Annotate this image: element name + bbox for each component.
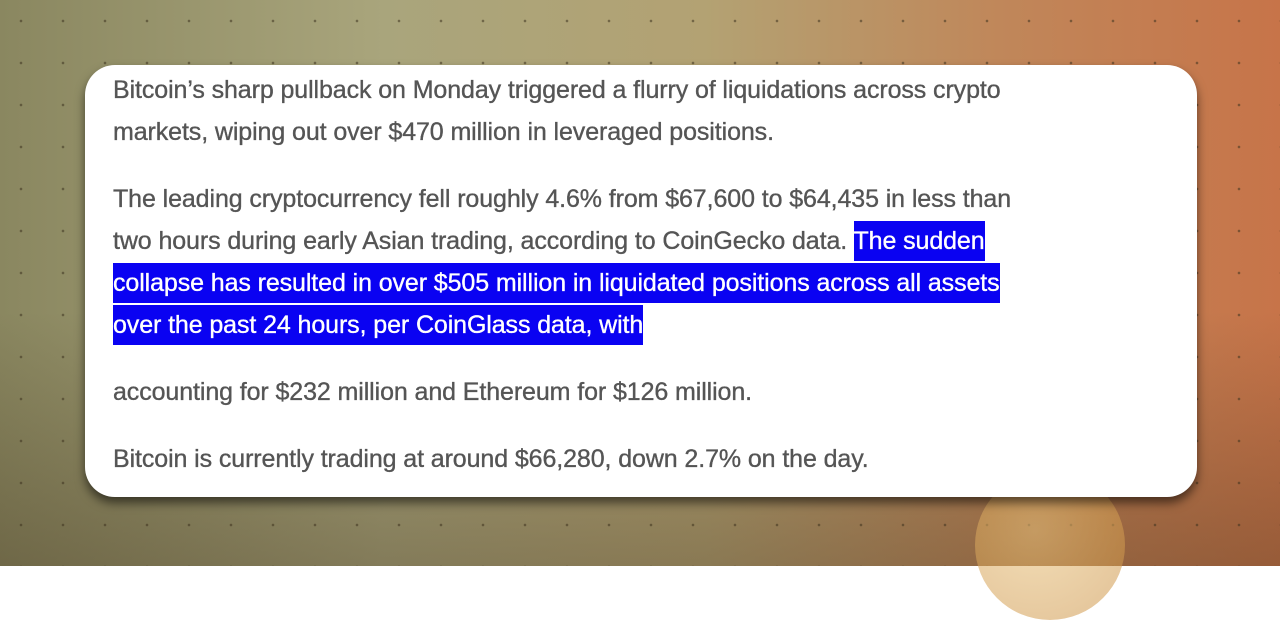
text-card: Bitcoin’s sharp pullback on Monday trigg…	[85, 65, 1197, 497]
paragraph: Bitcoin is currently trading at around $…	[113, 438, 1197, 480]
text-line: Bitcoin is currently trading at around $…	[113, 438, 1197, 480]
text-line: collapse has resulted in over $505 milli…	[113, 262, 1197, 304]
highlighted-text: The sudden	[853, 221, 985, 261]
paragraph: accounting for $232 million and Ethereum…	[113, 371, 1197, 413]
paragraph: Bitcoin’s sharp pullback on Monday trigg…	[113, 69, 1197, 153]
text: Bitcoin’s sharp pullback on Monday trigg…	[113, 76, 1001, 104]
text-line: Bitcoin’s sharp pullback on Monday trigg…	[113, 69, 1197, 111]
text: The leading cryptocurrency fell roughly …	[113, 185, 1011, 213]
text: accounting for $232 million and Ethereum…	[113, 378, 753, 406]
text: markets, wiping out over $470 million in…	[113, 118, 774, 146]
text: two hours during early Asian trading, ac…	[113, 227, 854, 255]
highlighted-text: over the past 24 hours, per CoinGlass da…	[113, 305, 643, 345]
paragraph: The leading cryptocurrency fell roughly …	[113, 178, 1197, 346]
text-line: markets, wiping out over $470 million in…	[113, 111, 1197, 153]
text-line: two hours during early Asian trading, ac…	[113, 220, 1197, 262]
text-line: The leading cryptocurrency fell roughly …	[113, 178, 1197, 220]
text: Bitcoin is currently trading at around $…	[113, 445, 869, 473]
text-line: over the past 24 hours, per CoinGlass da…	[113, 304, 1197, 346]
highlighted-text: collapse has resulted in over $505 milli…	[113, 263, 1000, 303]
text-line: accounting for $232 million and Ethereum…	[113, 371, 1197, 413]
